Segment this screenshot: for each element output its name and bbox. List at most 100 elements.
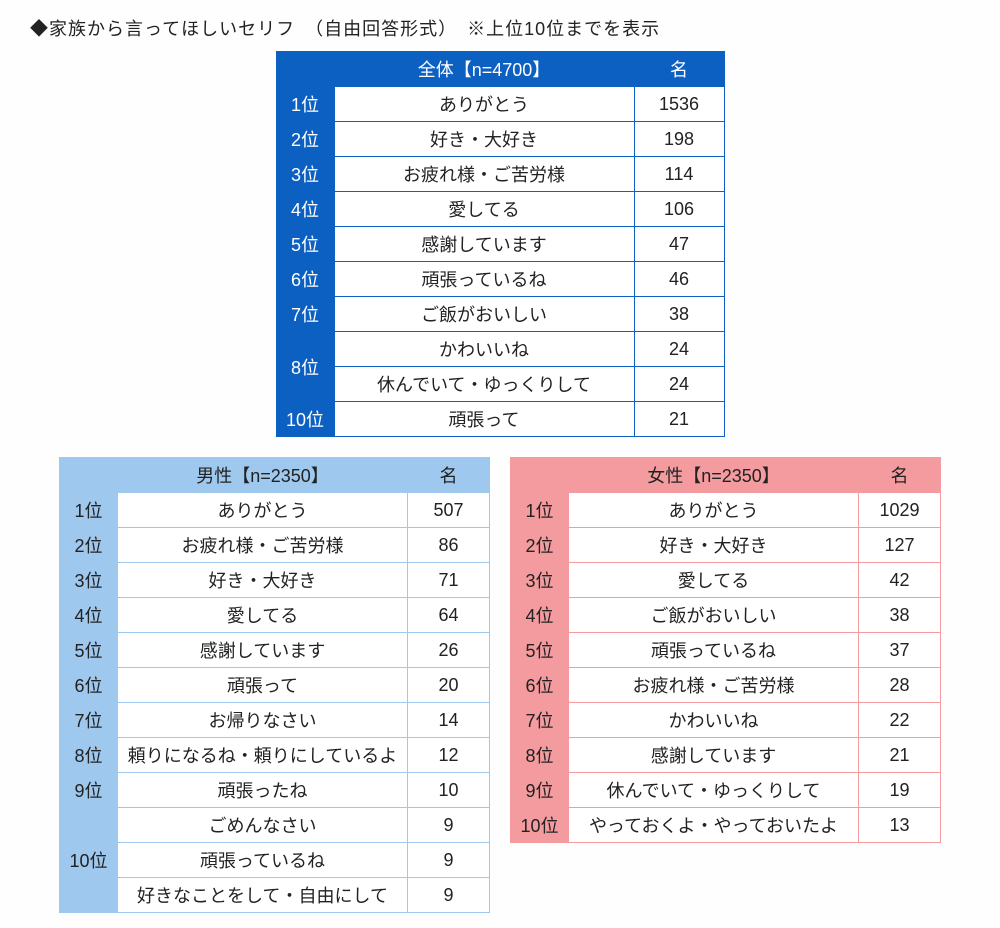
- table-row: 1位ありがとう1536: [276, 87, 724, 122]
- rank-cell: 3位: [276, 157, 334, 192]
- rank-cell: 2位: [511, 528, 569, 563]
- header-count: 名: [634, 52, 724, 87]
- table-row: 7位お帰りなさい14: [60, 703, 490, 738]
- label-cell: 休んでいて・ゆっくりして: [569, 773, 859, 808]
- label-cell: 感謝しています: [118, 633, 408, 668]
- table-row: 3位好き・大好き71: [60, 563, 490, 598]
- table-row: 2位好き・大好き198: [276, 122, 724, 157]
- table-row: 8位かわいいね24: [276, 332, 724, 367]
- rank-cell: 5位: [511, 633, 569, 668]
- count-cell: 42: [859, 563, 941, 598]
- table-row: 休んでいて・ゆっくりして24: [276, 367, 724, 402]
- rank-cell: 10位: [511, 808, 569, 843]
- count-cell: 24: [634, 332, 724, 367]
- rank-cell: 8位: [276, 332, 334, 402]
- count-cell: 46: [634, 262, 724, 297]
- table-row: 10位ごめんなさい9: [60, 808, 490, 843]
- rank-cell: 1位: [60, 493, 118, 528]
- count-cell: 9: [408, 843, 490, 878]
- count-cell: 38: [859, 598, 941, 633]
- ranking-table-male: 男性【n=2350】名1位ありがとう5072位お疲れ様・ご苦労様863位好き・大…: [59, 457, 490, 913]
- count-cell: 19: [859, 773, 941, 808]
- count-cell: 127: [859, 528, 941, 563]
- label-cell: やっておくよ・やっておいたよ: [569, 808, 859, 843]
- rank-cell: 3位: [60, 563, 118, 598]
- count-cell: 21: [859, 738, 941, 773]
- count-cell: 114: [634, 157, 724, 192]
- count-cell: 507: [408, 493, 490, 528]
- rank-cell: 9位: [511, 773, 569, 808]
- count-cell: 20: [408, 668, 490, 703]
- rank-cell: 5位: [276, 227, 334, 262]
- count-cell: 106: [634, 192, 724, 227]
- table-row: 5位感謝しています47: [276, 227, 724, 262]
- header-group: 全体【n=4700】: [334, 52, 634, 87]
- rank-cell: 9位: [60, 773, 118, 808]
- table-row: 9位頑張ったね10: [60, 773, 490, 808]
- table-row: 3位お疲れ様・ご苦労様114: [276, 157, 724, 192]
- label-cell: 感謝しています: [569, 738, 859, 773]
- table-row: 8位頼りになるね・頼りにしているよ12: [60, 738, 490, 773]
- table-row: 6位お疲れ様・ご苦労様28: [511, 668, 941, 703]
- header-group: 女性【n=2350】: [569, 458, 859, 493]
- label-cell: 頼りになるね・頼りにしているよ: [118, 738, 408, 773]
- table-header-row: 全体【n=4700】名: [276, 52, 724, 87]
- table-row: 7位かわいいね22: [511, 703, 941, 738]
- page-title: ◆家族から言ってほしいセリフ （自由回答形式） ※上位10位までを表示: [30, 15, 970, 41]
- header-blank: [276, 52, 334, 87]
- label-cell: 好き・大好き: [334, 122, 634, 157]
- table-row: 頑張っているね9: [60, 843, 490, 878]
- label-cell: ありがとう: [569, 493, 859, 528]
- count-cell: 38: [634, 297, 724, 332]
- table-row: 4位愛してる64: [60, 598, 490, 633]
- label-cell: 愛してる: [334, 192, 634, 227]
- label-cell: 頑張っているね: [334, 262, 634, 297]
- ranking-table-main: 全体【n=4700】名1位ありがとう15362位好き・大好き1983位お疲れ様・…: [276, 51, 725, 437]
- label-cell: ご飯がおいしい: [334, 297, 634, 332]
- count-cell: 47: [634, 227, 724, 262]
- table-row: 10位やっておくよ・やっておいたよ13: [511, 808, 941, 843]
- count-cell: 12: [408, 738, 490, 773]
- rank-cell: 6位: [60, 668, 118, 703]
- count-cell: 10: [408, 773, 490, 808]
- header-group: 男性【n=2350】: [118, 458, 408, 493]
- table-row: 2位お疲れ様・ご苦労様86: [60, 528, 490, 563]
- label-cell: お疲れ様・ご苦労様: [118, 528, 408, 563]
- rank-cell: 3位: [511, 563, 569, 598]
- table-row: 6位頑張って20: [60, 668, 490, 703]
- rank-cell: 1位: [276, 87, 334, 122]
- label-cell: ごめんなさい: [118, 808, 408, 843]
- count-cell: 1536: [634, 87, 724, 122]
- table-main: 全体【n=4700】名1位ありがとう15362位好き・大好き1983位お疲れ様・…: [276, 51, 725, 437]
- count-cell: 13: [859, 808, 941, 843]
- count-cell: 26: [408, 633, 490, 668]
- rank-cell: 4位: [511, 598, 569, 633]
- table-row: 1位ありがとう507: [60, 493, 490, 528]
- table-row: 9位休んでいて・ゆっくりして19: [511, 773, 941, 808]
- table-row: 5位感謝しています26: [60, 633, 490, 668]
- table-row: 8位感謝しています21: [511, 738, 941, 773]
- label-cell: お疲れ様・ご苦労様: [569, 668, 859, 703]
- label-cell: 愛してる: [569, 563, 859, 598]
- rank-cell: 7位: [276, 297, 334, 332]
- label-cell: お疲れ様・ご苦労様: [334, 157, 634, 192]
- label-cell: かわいいね: [569, 703, 859, 738]
- rank-cell: 10位: [276, 402, 334, 437]
- table-row: 3位愛してる42: [511, 563, 941, 598]
- header-count: 名: [859, 458, 941, 493]
- label-cell: かわいいね: [334, 332, 634, 367]
- rank-cell: 4位: [60, 598, 118, 633]
- table-row: 7位ご飯がおいしい38: [276, 297, 724, 332]
- label-cell: 頑張ったね: [118, 773, 408, 808]
- ranking-table-female: 女性【n=2350】名1位ありがとう10292位好き・大好き1273位愛してる4…: [510, 457, 941, 843]
- table-row: 6位頑張っているね46: [276, 262, 724, 297]
- rank-cell: 8位: [511, 738, 569, 773]
- count-cell: 14: [408, 703, 490, 738]
- count-cell: 1029: [859, 493, 941, 528]
- header-blank: [511, 458, 569, 493]
- count-cell: 64: [408, 598, 490, 633]
- rank-cell: 1位: [511, 493, 569, 528]
- sub-tables-container: 男性【n=2350】名1位ありがとう5072位お疲れ様・ご苦労様863位好き・大…: [30, 457, 970, 913]
- rank-cell: 6位: [276, 262, 334, 297]
- label-cell: 好き・大好き: [118, 563, 408, 598]
